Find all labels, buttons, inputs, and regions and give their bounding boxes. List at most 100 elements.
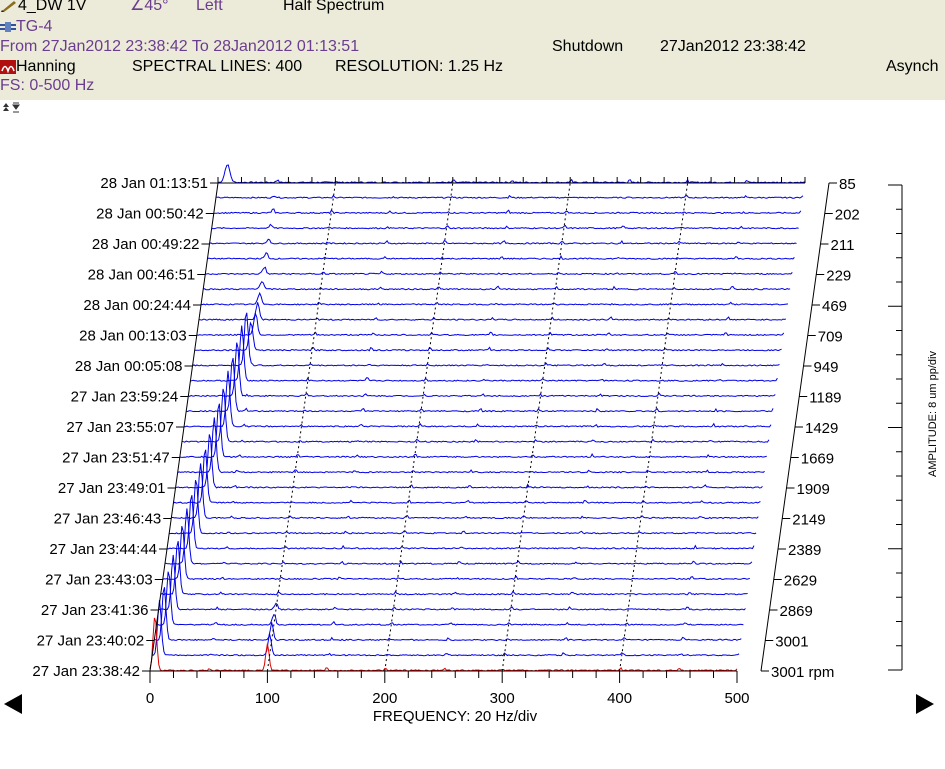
rpm-label: 2149 bbox=[792, 512, 825, 529]
time-label: 28 Jan 00:49:22 bbox=[92, 236, 200, 253]
x-tick-label: 500 bbox=[724, 690, 749, 707]
spectrum-trace bbox=[154, 587, 742, 642]
spectrum-trace bbox=[175, 434, 763, 489]
spectrum-trace bbox=[205, 266, 793, 276]
time-label: 27 Jan 23:49:01 bbox=[58, 480, 166, 497]
rpm-label: 949 bbox=[814, 359, 839, 376]
state-time-label: 27Jan2012 23:38:42 bbox=[660, 38, 806, 55]
grid-line-100 bbox=[266, 182, 336, 672]
rpm-label: 85 bbox=[839, 176, 856, 193]
rpm-label: 469 bbox=[822, 298, 847, 315]
spectrum-trace bbox=[162, 525, 750, 581]
range-label: From 27Jan2012 23:38:42 To 28Jan2012 01:… bbox=[0, 38, 360, 55]
spectrum-trace bbox=[207, 251, 795, 260]
sampling-label: Asynch bbox=[886, 58, 939, 75]
channel-row: 4_DW 1V bbox=[0, 0, 86, 15]
rpm-label: 2389 bbox=[788, 542, 821, 559]
time-label: 28 Jan 00:24:44 bbox=[83, 297, 191, 314]
x-tick-label: 400 bbox=[607, 690, 632, 707]
grid-line-200 bbox=[384, 182, 454, 672]
rpm-label: 1429 bbox=[805, 420, 838, 437]
waterfall-chart: 0 100 200 300 400 500 27 Jan 23:38:42 3001 rpm 2… bbox=[4, 164, 939, 725]
x-tick-label: 200 bbox=[372, 690, 397, 707]
time-label: 27 Jan 23:41:36 bbox=[41, 602, 149, 619]
time-label: 27 Jan 23:59:24 bbox=[71, 389, 179, 406]
x-tick-label: 300 bbox=[490, 690, 515, 707]
header-panel: 4_DW 1V ∠45° Left Half Spectrum TG-4 Fro… bbox=[0, 0, 945, 100]
rpm-label: 2629 bbox=[784, 573, 817, 590]
spectrum-trace bbox=[156, 571, 744, 626]
spectrum-trace bbox=[149, 617, 738, 672]
spectrum-trace bbox=[158, 554, 746, 611]
grid-line-300 bbox=[501, 182, 571, 672]
spectrum-trace bbox=[171, 463, 759, 520]
window-row: Hanning bbox=[0, 58, 76, 76]
spectrum-trace bbox=[209, 238, 797, 245]
spectrum-trace bbox=[164, 508, 753, 565]
machine-label: TG-4 bbox=[16, 18, 53, 35]
time-label: 28 Jan 01:13:51 bbox=[100, 175, 208, 192]
machine-icon bbox=[0, 21, 16, 32]
rpm-label: 229 bbox=[826, 268, 851, 285]
rpm-label: 1669 bbox=[801, 451, 834, 468]
time-label: 27 Jan 23:40:02 bbox=[37, 633, 145, 650]
spectrum-trace bbox=[194, 321, 782, 352]
time-label: 28 Jan 00:46:51 bbox=[88, 267, 196, 284]
spectrum-trace bbox=[203, 280, 791, 291]
spectrum-trace bbox=[188, 342, 776, 398]
spectrum-trace bbox=[200, 291, 789, 306]
spectrum-trace bbox=[166, 495, 755, 550]
spectrum-trace bbox=[190, 325, 778, 382]
spectrum-trace bbox=[152, 600, 740, 657]
spectrum-trace bbox=[169, 480, 757, 535]
arrow-right-icon[interactable] bbox=[916, 694, 934, 714]
arrow-left-icon[interactable] bbox=[4, 694, 22, 714]
spectrum-trace bbox=[179, 403, 767, 459]
window-function-icon bbox=[0, 59, 16, 74]
mode-label: Half Spectrum bbox=[283, 0, 385, 14]
spectrum-trace bbox=[213, 208, 802, 215]
angle-label: ∠45° bbox=[130, 0, 169, 14]
rpm-label: 202 bbox=[835, 207, 860, 224]
time-label: 28 Jan 00:05:08 bbox=[75, 358, 183, 375]
resolution-label: RESOLUTION: 1.25 Hz bbox=[335, 58, 504, 75]
time-label: 28 Jan 00:50:42 bbox=[96, 206, 204, 223]
spectrum-trace bbox=[173, 449, 761, 504]
chart-axes bbox=[142, 177, 903, 683]
time-label: 27 Jan 23:46:43 bbox=[54, 511, 162, 528]
channel-label: 4_DW 1V bbox=[18, 0, 87, 14]
spectral-lines-label: SPECTRAL LINES: 400 bbox=[132, 58, 303, 75]
rpm-label: 3001 rpm bbox=[771, 664, 834, 681]
time-label: 27 Jan 23:38:42 bbox=[32, 663, 140, 680]
rpm-label: 3001 bbox=[775, 634, 808, 651]
fs-label: FS: 0-500 Hz bbox=[0, 77, 95, 94]
spectrum-trace bbox=[186, 357, 774, 413]
spectrum-trace bbox=[177, 417, 765, 474]
spectrum-trace bbox=[211, 223, 799, 230]
spectrum-trace bbox=[196, 311, 785, 337]
spectrum-traces bbox=[149, 164, 806, 672]
rpm-label: 709 bbox=[818, 329, 843, 346]
spectrum-trace bbox=[192, 312, 780, 367]
window-label: Hanning bbox=[16, 58, 76, 75]
spectrum-trace bbox=[215, 194, 804, 199]
time-label: 27 Jan 23:43:03 bbox=[45, 572, 153, 589]
spectrum-trace bbox=[160, 540, 748, 596]
spectrum-trace bbox=[217, 164, 806, 184]
x-tick-label: 0 bbox=[146, 690, 154, 707]
time-label: 27 Jan 23:51:47 bbox=[62, 450, 170, 467]
rpm-label: 1189 bbox=[809, 390, 841, 407]
side-label: Left bbox=[196, 0, 223, 14]
amplitude-axis-title: AMPLITUDE: 8 um pp/div bbox=[927, 351, 939, 477]
collapse-expand-icon[interactable] bbox=[2, 101, 22, 119]
x-tick-label: 100 bbox=[255, 690, 280, 707]
spectrum-trace bbox=[198, 302, 787, 321]
machine-row: TG-4 bbox=[0, 18, 52, 36]
rpm-label: 2869 bbox=[780, 603, 813, 620]
rpm-label: 211 bbox=[831, 237, 855, 254]
grid-line-400 bbox=[619, 182, 689, 672]
x-axis-title: FREQUENCY: 20 Hz/div bbox=[373, 708, 538, 725]
time-label: 27 Jan 23:44:44 bbox=[49, 541, 157, 558]
pen-icon bbox=[1, 0, 16, 12]
chart-labels: 0 100 200 300 400 500 27 Jan 23:38:42 3001 rpm 2… bbox=[32, 175, 859, 707]
